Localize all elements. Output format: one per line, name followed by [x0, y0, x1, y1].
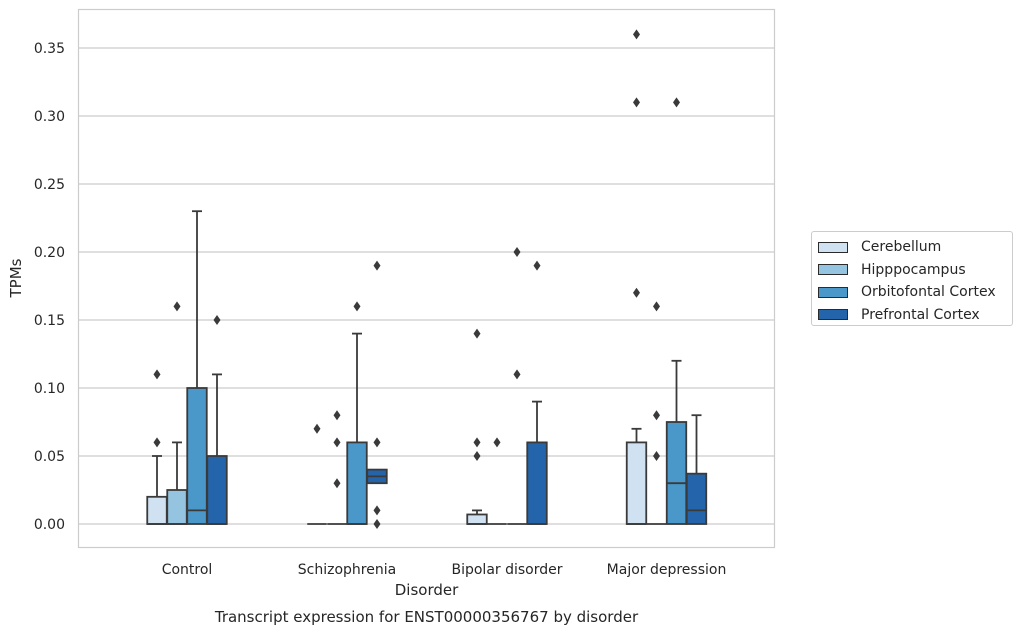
y-tick-label: 0.00 — [34, 517, 65, 533]
legend-item: Orbitofontal Cortex — [818, 281, 1012, 304]
y-tick-label: 0.20 — [34, 245, 65, 261]
y-tick-label: 0.35 — [34, 41, 65, 57]
box-hipppocampus — [327, 410, 347, 525]
outlier-point — [493, 437, 501, 448]
legend-swatch — [818, 264, 848, 276]
outlier-point — [213, 315, 221, 325]
box-body — [526, 441, 548, 525]
x-tick-label: Schizophrenia — [298, 562, 396, 578]
box-prefrontal-cortex — [206, 315, 228, 525]
outlier-point — [653, 451, 660, 461]
box-body — [625, 441, 648, 525]
outlier-point — [633, 97, 640, 108]
outlier-point — [513, 369, 521, 380]
outlier-point — [333, 410, 341, 421]
outlier-point — [373, 437, 381, 448]
legend-swatch — [818, 286, 848, 298]
box-body — [466, 513, 488, 525]
legend-label: Cerebellum — [861, 239, 942, 256]
legend-label: Hipppocampus — [861, 261, 966, 278]
y-tick-label: 0.25 — [34, 177, 65, 193]
box-cerebellum — [146, 369, 168, 525]
x-tick-labels: Control Schizophrenia Bipolar disorder Majo… — [162, 562, 727, 578]
legend-item: Prefrontal Cortex — [818, 304, 1012, 327]
box-cerebellum — [307, 423, 327, 525]
y-tick-label: 0.15 — [34, 313, 65, 329]
box-orbitofontal-cortex — [186, 210, 208, 525]
chart-caption: Transcript expression for ENST0000035676… — [214, 608, 639, 626]
outlier-point — [373, 519, 381, 529]
outlier-point — [473, 437, 481, 448]
legend-item: Cerebellum — [818, 236, 1012, 259]
legend: Cerebellum Hipppocampus Orbitofontal Corte… — [811, 231, 1013, 326]
outlier-point — [313, 423, 321, 434]
box-series — [146, 29, 708, 529]
box-body — [665, 421, 688, 525]
box-cerebellum — [466, 328, 488, 525]
outlier-point — [473, 328, 481, 339]
legend-label: Prefrontal Cortex — [861, 306, 980, 323]
outlier-point — [153, 437, 161, 448]
box-body — [186, 387, 208, 525]
legend-swatch — [818, 309, 848, 321]
y-tick-label: 0.05 — [34, 449, 65, 465]
box-prefrontal-cortex — [526, 260, 548, 525]
outlier-point — [333, 437, 341, 448]
box-hipppocampus — [487, 437, 507, 525]
box-orbitofontal-cortex — [507, 247, 527, 525]
outlier-point — [353, 301, 361, 312]
y-axis-label: TPMs — [7, 258, 25, 298]
box-orbitofontal-cortex — [346, 301, 368, 525]
x-axis-label: Disorder — [395, 581, 459, 599]
outlier-point — [633, 287, 640, 298]
outlier-point — [373, 260, 381, 271]
y-tick-labels: 0.00 0.05 0.10 0.15 0.20 0.25 0.30 0.35 — [34, 41, 65, 533]
box-cerebellum — [625, 29, 648, 525]
box-body — [206, 455, 228, 525]
outlier-point — [473, 451, 481, 461]
box-orbitofontal-cortex — [665, 97, 688, 525]
legend-swatch — [818, 241, 848, 253]
box-body — [166, 489, 188, 525]
x-tick-label: Control — [162, 562, 213, 578]
box-hipppocampus — [166, 301, 188, 525]
outlier-point — [513, 247, 521, 257]
outlier-point — [173, 301, 181, 312]
box-prefrontal-cortex — [366, 260, 388, 529]
x-tick-label: Major depression — [607, 562, 727, 578]
outlier-point — [533, 260, 541, 271]
box-body — [346, 441, 368, 525]
box-body — [146, 495, 168, 525]
box-body — [685, 472, 708, 525]
y-tick-label: 0.10 — [34, 381, 65, 397]
y-tick-label: 0.30 — [34, 109, 65, 125]
plot-frame — [77, 8, 776, 549]
outlier-point — [653, 410, 660, 421]
legend-label: Orbitofontal Cortex — [861, 284, 996, 301]
box-hipppocampus — [646, 301, 667, 525]
outlier-point — [673, 97, 680, 108]
x-tick-label: Bipolar disorder — [451, 562, 562, 578]
outlier-point — [333, 478, 341, 489]
outlier-point — [633, 29, 640, 40]
box-prefrontal-cortex — [685, 414, 708, 525]
outlier-point — [653, 301, 660, 312]
outlier-point — [153, 369, 161, 380]
outlier-point — [373, 505, 381, 516]
legend-item: Hipppocampus — [818, 259, 1012, 282]
